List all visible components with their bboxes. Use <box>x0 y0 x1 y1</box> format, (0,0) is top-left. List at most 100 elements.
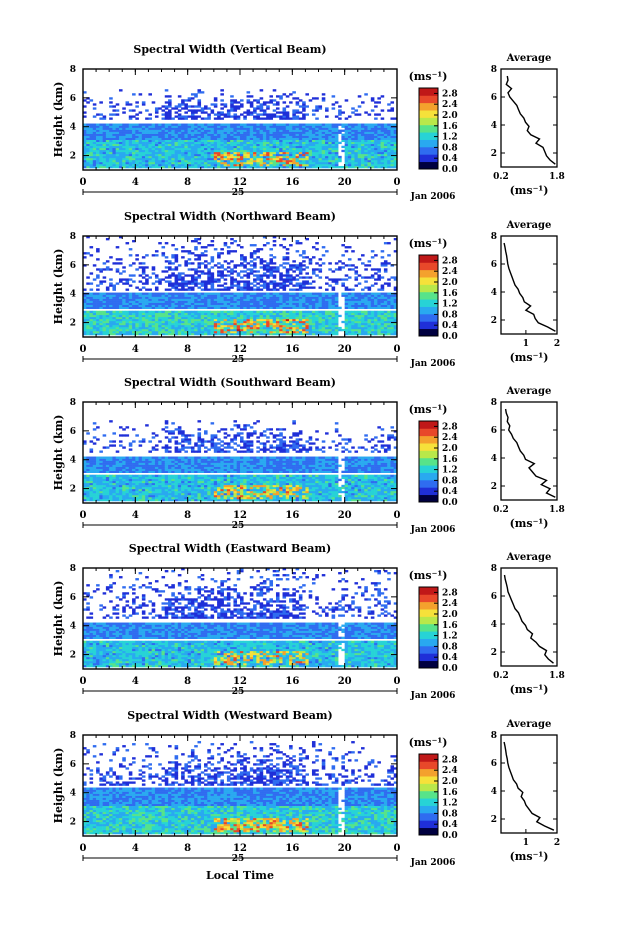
heatmap-cell <box>177 105 182 108</box>
heatmap-cell <box>132 280 136 283</box>
heatmap-cell <box>315 326 319 330</box>
heatmap-cell <box>390 123 395 126</box>
heatmap-cell <box>354 143 359 147</box>
heatmap-cell <box>253 302 257 305</box>
heatmap-cell <box>347 292 352 295</box>
heatmap-cell <box>115 139 120 143</box>
heatmap-cell <box>308 127 313 130</box>
heatmap-cell <box>187 145 192 149</box>
heatmap-cell <box>213 314 218 318</box>
heatmap-cell <box>298 282 303 285</box>
heatmap-cell <box>374 125 378 128</box>
heatmap-cell <box>298 99 303 102</box>
heatmap-cell <box>115 113 120 116</box>
heatmap-cell <box>226 111 231 114</box>
heatmap-cell <box>377 129 381 132</box>
heatmap-cell <box>295 165 300 169</box>
heatmap-cell <box>213 324 218 328</box>
heatmap-cell <box>298 314 303 318</box>
heatmap-cell <box>194 292 198 295</box>
heatmap-cell <box>132 302 136 305</box>
heatmap-cell <box>361 135 365 138</box>
heatmap-cell <box>269 300 274 303</box>
heatmap-cell <box>295 318 300 322</box>
heatmap-cell <box>321 157 326 161</box>
heatmap-cell <box>226 125 231 128</box>
heatmap-cell <box>341 254 345 257</box>
heatmap-cell <box>272 274 277 277</box>
heatmap-cell <box>341 262 345 265</box>
heatmap-cell <box>383 161 388 165</box>
heatmap-cell <box>86 153 90 157</box>
heatmap-cell <box>279 163 283 167</box>
heatmap-cell <box>380 157 385 161</box>
heatmap-cell <box>154 139 159 143</box>
heatmap-cell <box>200 133 205 136</box>
heatmap-cell <box>122 310 126 314</box>
heatmap-cell <box>295 292 300 295</box>
colorbar-swatch <box>419 117 438 126</box>
heatmap-cell <box>125 316 130 320</box>
heatmap-cell <box>187 137 192 140</box>
heatmap-cell <box>99 326 103 330</box>
heatmap-cell <box>96 312 100 316</box>
heatmap-cell <box>177 330 182 334</box>
heatmap-cell <box>377 161 381 165</box>
heatmap-cell <box>305 296 309 299</box>
heatmap-cell <box>190 328 195 332</box>
heatmap-cell <box>318 139 323 143</box>
heatmap-cell <box>190 151 195 155</box>
heatmap-cell <box>321 332 326 336</box>
heatmap-cell <box>148 117 152 120</box>
heatmap-cell <box>210 266 215 269</box>
heatmap-cell <box>92 155 97 159</box>
heatmap-cell <box>168 326 172 330</box>
heatmap-cell <box>246 133 251 136</box>
heatmap-cell <box>148 314 152 318</box>
heatmap-cell <box>220 131 224 134</box>
heatmap-cell <box>285 248 290 251</box>
heatmap-cell <box>135 101 139 104</box>
heatmap-cell <box>168 276 172 279</box>
heatmap-cell <box>161 127 166 130</box>
heatmap-cell <box>275 141 280 145</box>
heatmap-cell <box>223 155 228 159</box>
heatmap-cell <box>174 125 179 128</box>
heatmap-cell <box>344 330 349 334</box>
heatmap-cell <box>158 161 162 165</box>
heatmap-cell <box>226 324 231 328</box>
heatmap-cell <box>181 101 185 104</box>
heatmap-cell <box>168 161 172 165</box>
heatmap-cell <box>331 103 336 106</box>
heatmap-cell <box>217 113 221 116</box>
heatmap-cell <box>256 326 260 330</box>
heatmap-cell <box>331 161 336 165</box>
heatmap-cell <box>236 284 241 287</box>
heatmap-cell <box>302 109 306 112</box>
heatmap-cell <box>194 165 198 169</box>
heatmap-cell <box>311 268 316 271</box>
heatmap-cell <box>321 330 326 334</box>
heatmap-cell <box>138 111 143 114</box>
heatmap-cell <box>334 328 339 332</box>
heatmap-cell <box>184 316 188 320</box>
heatmap-cell <box>256 105 260 108</box>
heatmap-cell <box>321 310 326 314</box>
heatmap-cell <box>325 135 329 138</box>
heatmap-cell <box>361 262 365 265</box>
heatmap-cell <box>262 145 267 149</box>
heatmap-cell <box>262 304 267 307</box>
heatmap-cell <box>181 330 185 334</box>
heatmap-cell <box>233 280 238 283</box>
heatmap-cell <box>262 294 267 297</box>
heatmap-cell <box>158 328 162 332</box>
heatmap-cell <box>354 151 359 155</box>
heatmap-cell <box>253 143 257 147</box>
heatmap-cell <box>272 298 277 301</box>
heatmap-cell <box>390 133 395 136</box>
heatmap-cell <box>122 330 126 334</box>
heatmap-cell <box>354 300 359 303</box>
heatmap-cell <box>367 127 372 130</box>
heatmap-cell <box>151 155 156 159</box>
heatmap-cell <box>141 135 146 138</box>
